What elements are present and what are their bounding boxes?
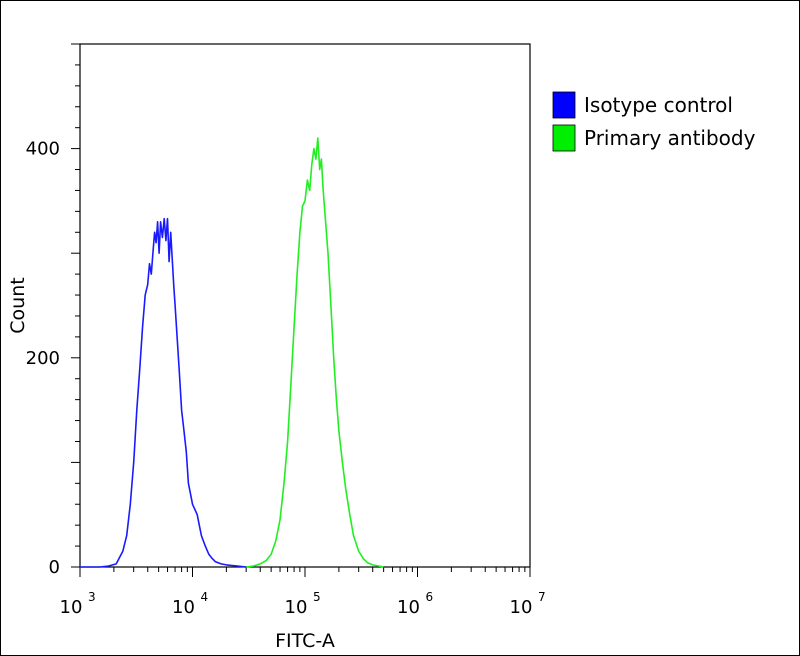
x-tick-exponent: 6 (426, 590, 434, 604)
x-axis-ticks: 10 3 10 4 10 5 10 6 10 7 (60, 567, 546, 618)
plot-area (79, 43, 531, 568)
y-tick-label: 200 (26, 348, 60, 369)
legend-label-isotype-control: Isotype control (584, 93, 733, 117)
y-axis-title: Count (7, 277, 29, 333)
legend-swatch-primary-antibody (552, 124, 576, 152)
x-tick-exponent: 5 (313, 590, 321, 604)
y-tick-label: 0 (49, 557, 60, 578)
series-layer (80, 137, 384, 568)
y-tick-label: 400 (26, 139, 60, 160)
x-tick-label: 10 (285, 597, 308, 618)
x-tick-label: 10 (172, 597, 195, 618)
x-tick-exponent: 7 (538, 590, 546, 604)
legend-label-primary-antibody: Primary antibody (584, 126, 756, 150)
series-line-isotype-control (80, 217, 247, 568)
x-tick-exponent: 4 (201, 590, 209, 604)
x-tick-label: 10 (510, 597, 533, 618)
y-axis-ticks: 0 200 400 (26, 43, 80, 578)
x-tick-label: 10 (397, 597, 420, 618)
series-line-primary-antibody (246, 137, 384, 568)
x-tick-label: 10 (60, 597, 83, 618)
legend-swatch-isotype-control (552, 91, 576, 119)
x-tick-exponent: 3 (88, 590, 96, 604)
x-axis-title: FITC-A (275, 630, 335, 652)
legend: Isotype control Primary antibody (552, 91, 756, 152)
